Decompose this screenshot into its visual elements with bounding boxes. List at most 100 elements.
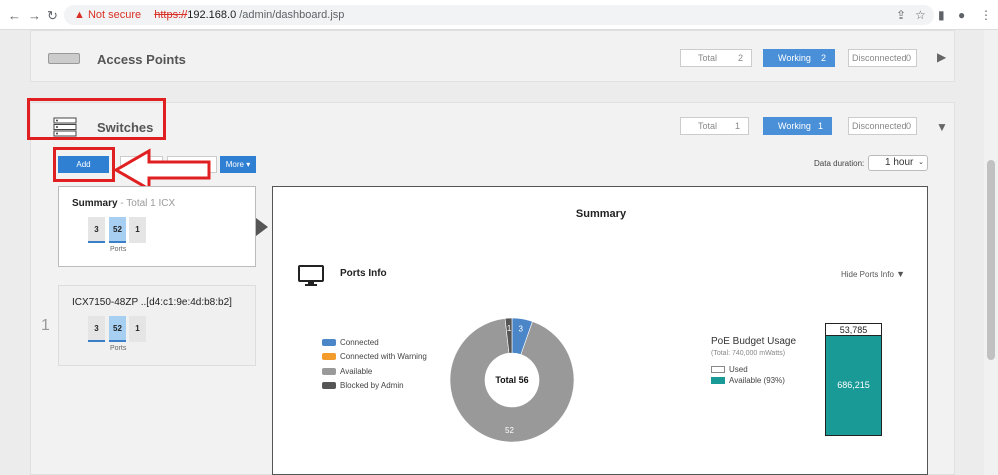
summary-card-subtitle: - Total 1 ICX — [117, 198, 176, 209]
poe-legend-available: Available (93%) — [711, 376, 785, 385]
access-point-icon — [48, 53, 80, 64]
hide-ports-info-label: Hide Ports Info — [841, 270, 894, 279]
donut-label: 1 — [507, 324, 512, 333]
menu-icon[interactable]: ⋮ — [980, 8, 992, 22]
address-bar[interactable]: ▲ Not secure https://192.168.0 /admin/da… — [64, 5, 934, 25]
port-count-blocked: 1 — [129, 217, 146, 243]
sidebar-icon[interactable]: ▮ — [938, 8, 945, 22]
ap-working-value: 2 — [820, 53, 826, 63]
profile-icon[interactable]: ● — [958, 8, 966, 22]
donut-label: 52 — [505, 426, 514, 435]
scrollbar-thumb[interactable] — [987, 160, 995, 360]
summary-card-heading: Summary — [72, 198, 118, 209]
poe-available-segment: 686,215 — [826, 336, 881, 435]
sw-disconnected-value: 0 — [905, 121, 911, 131]
legend-blocked: Blocked by Admin — [322, 381, 404, 390]
collapse-arrow-icon[interactable]: ▼ — [936, 120, 948, 134]
legend-label: Connected with Warning — [340, 352, 427, 361]
poe-used-label: Used — [729, 365, 748, 374]
caret-down-icon: ▼ — [896, 269, 906, 279]
sw-working-badge[interactable]: Working 1 — [763, 117, 832, 135]
hide-ports-info-link[interactable]: Hide Ports Info ▼ — [841, 269, 905, 279]
url-path: /admin/dashboard.jsp — [236, 9, 345, 21]
summary-panel-title: Summary — [575, 208, 627, 220]
url-scheme: https:// — [154, 9, 188, 21]
poe-bar: 53,785 686,215 — [825, 323, 882, 436]
sw-total-value: 1 — [734, 121, 740, 131]
donut-slice-blocked-by-admin — [504, 317, 513, 354]
warning-icon: ▲ — [74, 9, 85, 21]
ports-info-title: Ports Info — [340, 268, 387, 279]
legend-connected: Connected — [322, 338, 379, 347]
add-button[interactable]: Add — [58, 156, 109, 173]
legend-available: Available — [322, 367, 372, 376]
device-card[interactable]: ICX7150-48ZP ..[d4:c1:9e:4d:b8:b2] 3 52 … — [58, 285, 256, 366]
ap-disconnected-badge[interactable]: Disconnected 0 — [848, 49, 917, 67]
poe-title: PoE Budget Usage — [711, 336, 797, 347]
legend-swatch — [322, 353, 336, 361]
sw-total-badge[interactable]: Total 1 — [680, 117, 749, 135]
share-icon[interactable]: ⇪ — [896, 8, 907, 22]
device-name: ICX7150-48ZP ..[d4:c1:9e:4d:b8:b2] — [72, 297, 232, 308]
donut-center-label: Total 56 — [495, 375, 528, 385]
monitor-icon — [298, 265, 324, 286]
highlight-add-box — [53, 147, 115, 182]
legend-connected-warning: Connected with Warning — [322, 352, 427, 361]
ap-total-badge[interactable]: Total 2 — [680, 49, 752, 67]
access-points-panel: Access Points Total 2 Working 2 Disconnect… — [30, 30, 955, 82]
summary-card[interactable]: Summary - Total 1 ICX 3 52 1 Ports — [58, 186, 256, 267]
back-icon[interactable]: ← — [8, 8, 21, 23]
port-count-down: 3 — [88, 217, 105, 243]
security-status: Not secure — [87, 9, 142, 21]
sw-working-label: Working — [778, 121, 811, 131]
duration-label: Data duration: — [814, 159, 865, 168]
ports-donut-chart: 3 52 1 Total 56 — [449, 317, 575, 443]
sw-disconnected-badge[interactable]: Disconnected 0 — [848, 117, 917, 135]
duration-value: 1 hour — [885, 157, 914, 168]
ap-working-badge[interactable]: Working 2 — [763, 49, 835, 67]
summary-panel: Summary Ports Info Hide Ports Info ▼ Con… — [272, 186, 928, 475]
page-scrollbar[interactable] — [984, 30, 998, 475]
ap-total-label: Total — [698, 53, 718, 63]
sw-disconnected-label: Disconnected — [852, 121, 907, 131]
ap-working-label: Working — [778, 53, 811, 63]
device-port-count-blocked: 1 — [129, 316, 146, 342]
expand-arrow-icon[interactable]: ▶ — [937, 50, 947, 64]
donut-slice-available — [449, 318, 575, 443]
legend-swatch — [322, 382, 336, 390]
device-index: 1 — [41, 317, 50, 334]
poe-available-swatch — [711, 377, 725, 385]
poe-total: (Total: 740,000 mWatts) — [711, 350, 786, 357]
forward-icon[interactable]: → — [28, 8, 41, 23]
ap-disconnected-label: Disconnected — [852, 53, 907, 63]
star-icon[interactable]: ☆ — [915, 8, 926, 22]
card-pointer-icon — [256, 218, 268, 236]
browser-toolbar: ← → ↻ ▲ Not secure https://192.168.0 /ad… — [0, 0, 998, 30]
ap-disconnected-value: 0 — [905, 53, 911, 63]
highlight-switches-box — [27, 98, 166, 140]
poe-used-segment: 53,785 — [826, 324, 881, 336]
ports-label: Ports — [110, 246, 127, 253]
access-points-title: Access Points — [97, 52, 186, 67]
donut-label: 3 — [518, 325, 523, 334]
ap-total-value: 2 — [737, 53, 743, 63]
poe-used-swatch — [711, 366, 725, 374]
sw-working-value: 1 — [817, 121, 823, 131]
legend-label: Available — [340, 367, 373, 376]
sw-total-label: Total — [698, 121, 718, 131]
legend-swatch — [322, 368, 336, 376]
chevron-down-icon: ⌄ — [918, 159, 924, 166]
poe-available-label: Available (93%) — [729, 376, 785, 385]
switch-icon — [53, 117, 77, 137]
duration-select[interactable]: 1 hour ⌄ — [868, 155, 928, 171]
reload-icon[interactable]: ↻ — [47, 8, 58, 23]
legend-label: Blocked by Admin — [340, 381, 404, 390]
legend-swatch — [322, 339, 336, 347]
device-port-count-available: 52 — [109, 316, 126, 342]
summary-card-title: Summary - Total 1 ICX — [72, 198, 175, 209]
more-button[interactable]: More ▾ — [220, 156, 256, 173]
url-host: 192.168.0 — [187, 9, 237, 21]
device-port-count-down: 3 — [88, 316, 105, 342]
legend-label: Connected — [340, 338, 379, 347]
switches-title: Switches — [97, 120, 154, 135]
